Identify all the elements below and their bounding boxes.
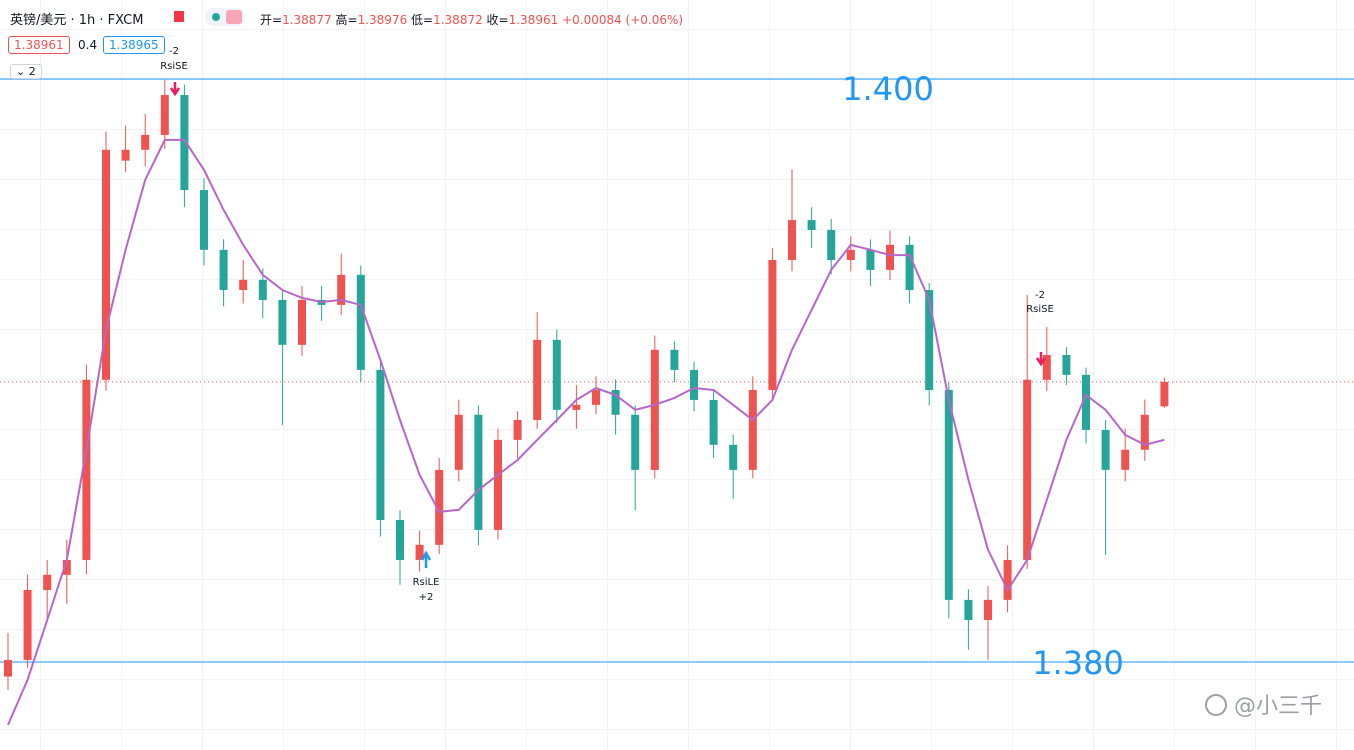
candle-body (180, 95, 189, 191)
high-value: 1.38976 (357, 13, 408, 27)
signal-qty: -2 (1035, 290, 1045, 301)
candle-body (984, 599, 992, 620)
candle-body (650, 349, 659, 470)
candle-body (866, 249, 875, 270)
candle-body (278, 299, 287, 345)
candle-body (572, 404, 581, 410)
candle-body (494, 439, 502, 530)
candle-body (552, 339, 561, 410)
candle-body (592, 390, 600, 405)
candle-body (23, 589, 32, 660)
change: +0.00084 (+0.06%) (562, 13, 684, 27)
open-value: 1.38877 (282, 13, 332, 27)
candle-body (1160, 381, 1169, 407)
signal-qty: -2 (169, 46, 179, 57)
status-icon (226, 10, 242, 24)
candle-body (1003, 559, 1012, 600)
candle-body (160, 95, 169, 135)
candle-body (1121, 449, 1130, 470)
candle-body (533, 339, 542, 421)
candle-body (709, 399, 718, 445)
candle-body (729, 444, 738, 470)
candle-body (102, 149, 110, 380)
candle-body (944, 390, 953, 600)
candle-body (1101, 429, 1110, 470)
sell-arrow (1035, 352, 1047, 367)
flag-icon (174, 11, 184, 22)
candle-body (513, 420, 522, 440)
candle-body (611, 390, 620, 415)
candle-body (1023, 379, 1032, 560)
candle-body (121, 149, 130, 161)
candle-body (200, 190, 208, 250)
candle-body (925, 290, 934, 391)
low-label: 低= (411, 13, 434, 27)
candle-body (474, 414, 483, 530)
candle-body (670, 349, 679, 370)
candle-body (337, 274, 346, 305)
candle-body (258, 279, 267, 300)
candle-body (415, 544, 424, 560)
candle-body (964, 599, 973, 620)
candle-body (435, 469, 444, 545)
ask-box[interactable]: 1.38965 (103, 36, 165, 54)
moving-average (7, 138, 1165, 726)
collapse-button[interactable]: ⌄ 2 (10, 64, 42, 79)
horizontal-line-label: 1.400 (842, 70, 934, 108)
candle-body (1042, 355, 1051, 380)
candle-body (768, 260, 777, 391)
candle-body (43, 574, 52, 590)
close-label: 收= (486, 13, 509, 27)
candle-body (905, 244, 914, 291)
candle-body (356, 274, 365, 370)
candle-body (748, 390, 757, 470)
candle-body (396, 520, 404, 560)
candle-body (141, 134, 150, 150)
bid-box[interactable]: 1.38961 (8, 36, 70, 54)
candle-body (376, 369, 385, 521)
open-label: 开= (260, 13, 283, 27)
high-label: 高= (335, 13, 358, 27)
candle-body (239, 279, 248, 291)
candle-body (82, 379, 91, 560)
status-pill (205, 8, 245, 26)
signal-label: RsiLE (413, 577, 440, 588)
candle-body (788, 220, 796, 261)
candle-body (62, 559, 71, 575)
candle-body (1082, 374, 1090, 430)
signal-qty: +2 (419, 592, 434, 603)
candle-body (1062, 355, 1071, 375)
signal-label: RsiSE (1026, 304, 1054, 315)
candle-body (219, 249, 228, 291)
sell-arrow (169, 82, 181, 97)
candle-body (827, 229, 836, 261)
watermark: @小三千 (1234, 694, 1322, 719)
low-value: 1.38872 (433, 13, 483, 27)
candle-body (1140, 414, 1149, 450)
candle-body (886, 244, 894, 270)
horizontal-line-label: 1.380 (1032, 644, 1124, 682)
candle-body (631, 414, 640, 470)
status-dot (212, 13, 220, 21)
close-value: 1.38961 (508, 13, 559, 27)
ohlc: 开=1.38877 高=1.38976 低=1.38872 收=1.38961 … (260, 11, 683, 28)
candle-body (4, 659, 12, 677)
spread: 0.4 (78, 38, 98, 52)
candle-body (690, 369, 698, 400)
signal-label: RsiSE (160, 61, 188, 72)
symbol: 英镑/美元 · 1h · FXCM (10, 13, 144, 28)
candle-body (846, 249, 855, 261)
candle-body (454, 414, 463, 470)
buy-arrow (420, 550, 432, 568)
watermark-logo (1205, 694, 1227, 716)
candle-body (807, 220, 816, 230)
collapse-count: 2 (28, 65, 36, 78)
candle-body (298, 299, 306, 345)
